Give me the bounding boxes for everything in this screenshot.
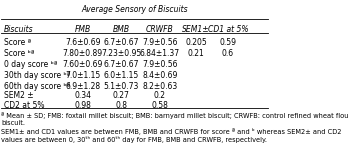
Text: 6.84±1.37: 6.84±1.37 bbox=[140, 49, 180, 58]
Text: ª Mean ± SD; FMB: foxtail millet biscuit; BMB: barnyard millet biscuit; CRWFB: c: ª Mean ± SD; FMB: foxtail millet biscuit… bbox=[1, 112, 349, 119]
Text: 7.80±0.89: 7.80±0.89 bbox=[62, 49, 103, 58]
Text: FMB: FMB bbox=[75, 25, 91, 33]
Text: 0.8: 0.8 bbox=[116, 101, 127, 110]
Text: 0.59: 0.59 bbox=[220, 38, 237, 47]
Text: 0.21: 0.21 bbox=[188, 49, 205, 58]
Text: CRWFB: CRWFB bbox=[146, 25, 174, 33]
Text: 0.34: 0.34 bbox=[74, 91, 91, 100]
Text: 0 day score ᵇª: 0 day score ᵇª bbox=[4, 60, 58, 69]
Text: biscuit.: biscuit. bbox=[1, 120, 25, 126]
Text: 0.27: 0.27 bbox=[113, 91, 130, 100]
Text: 0.6: 0.6 bbox=[222, 49, 234, 58]
Text: SEM1± and CD1 values are between FMB, BMB and CRWFB for score ª and ᵇ whereas SE: SEM1± and CD1 values are between FMB, BM… bbox=[1, 128, 342, 135]
Text: 0.2: 0.2 bbox=[154, 91, 166, 100]
Text: Score ᵇª: Score ᵇª bbox=[4, 49, 35, 58]
Text: 8.4±0.69: 8.4±0.69 bbox=[142, 71, 178, 80]
Text: 6.0±1.15: 6.0±1.15 bbox=[104, 71, 139, 80]
Text: SEM2 ±: SEM2 ± bbox=[4, 91, 34, 100]
Text: 6.9±1.28: 6.9±1.28 bbox=[65, 82, 100, 91]
Text: CD2 at 5%: CD2 at 5% bbox=[4, 101, 45, 110]
Text: CD1 at 5%: CD1 at 5% bbox=[208, 25, 248, 33]
Text: 5.1±0.73: 5.1±0.73 bbox=[104, 82, 139, 91]
Text: 7.6±0.69: 7.6±0.69 bbox=[65, 38, 101, 47]
Text: 7.23±0.95: 7.23±0.95 bbox=[101, 49, 141, 58]
Text: Score ª: Score ª bbox=[4, 38, 31, 47]
Text: Biscuits: Biscuits bbox=[4, 25, 34, 33]
Text: 60th day score ᵇª: 60th day score ᵇª bbox=[4, 82, 70, 91]
Text: 6.7±0.67: 6.7±0.67 bbox=[104, 60, 139, 69]
Text: 8.2±0.63: 8.2±0.63 bbox=[142, 82, 178, 91]
Text: 30th day score ᵇª: 30th day score ᵇª bbox=[4, 71, 70, 80]
Text: 7.9±0.56: 7.9±0.56 bbox=[142, 38, 178, 47]
Text: BMB: BMB bbox=[113, 25, 130, 33]
Text: Average Sensory of Biscuits: Average Sensory of Biscuits bbox=[81, 6, 188, 14]
Text: 0.98: 0.98 bbox=[74, 101, 91, 110]
Text: values are between 0, 30ᵗʰ and 60ᵗʰ day for FMB, BMB and CRWFB, respectively.: values are between 0, 30ᵗʰ and 60ᵗʰ day … bbox=[1, 136, 267, 143]
Text: 0.205: 0.205 bbox=[185, 38, 207, 47]
Text: SEM1±: SEM1± bbox=[182, 25, 210, 33]
Text: 6.7±0.67: 6.7±0.67 bbox=[104, 38, 139, 47]
Text: 7.60±0.69: 7.60±0.69 bbox=[62, 60, 103, 69]
Text: 7.0±1.15: 7.0±1.15 bbox=[65, 71, 100, 80]
Text: 0.58: 0.58 bbox=[151, 101, 169, 110]
Text: 7.9±0.56: 7.9±0.56 bbox=[142, 60, 178, 69]
